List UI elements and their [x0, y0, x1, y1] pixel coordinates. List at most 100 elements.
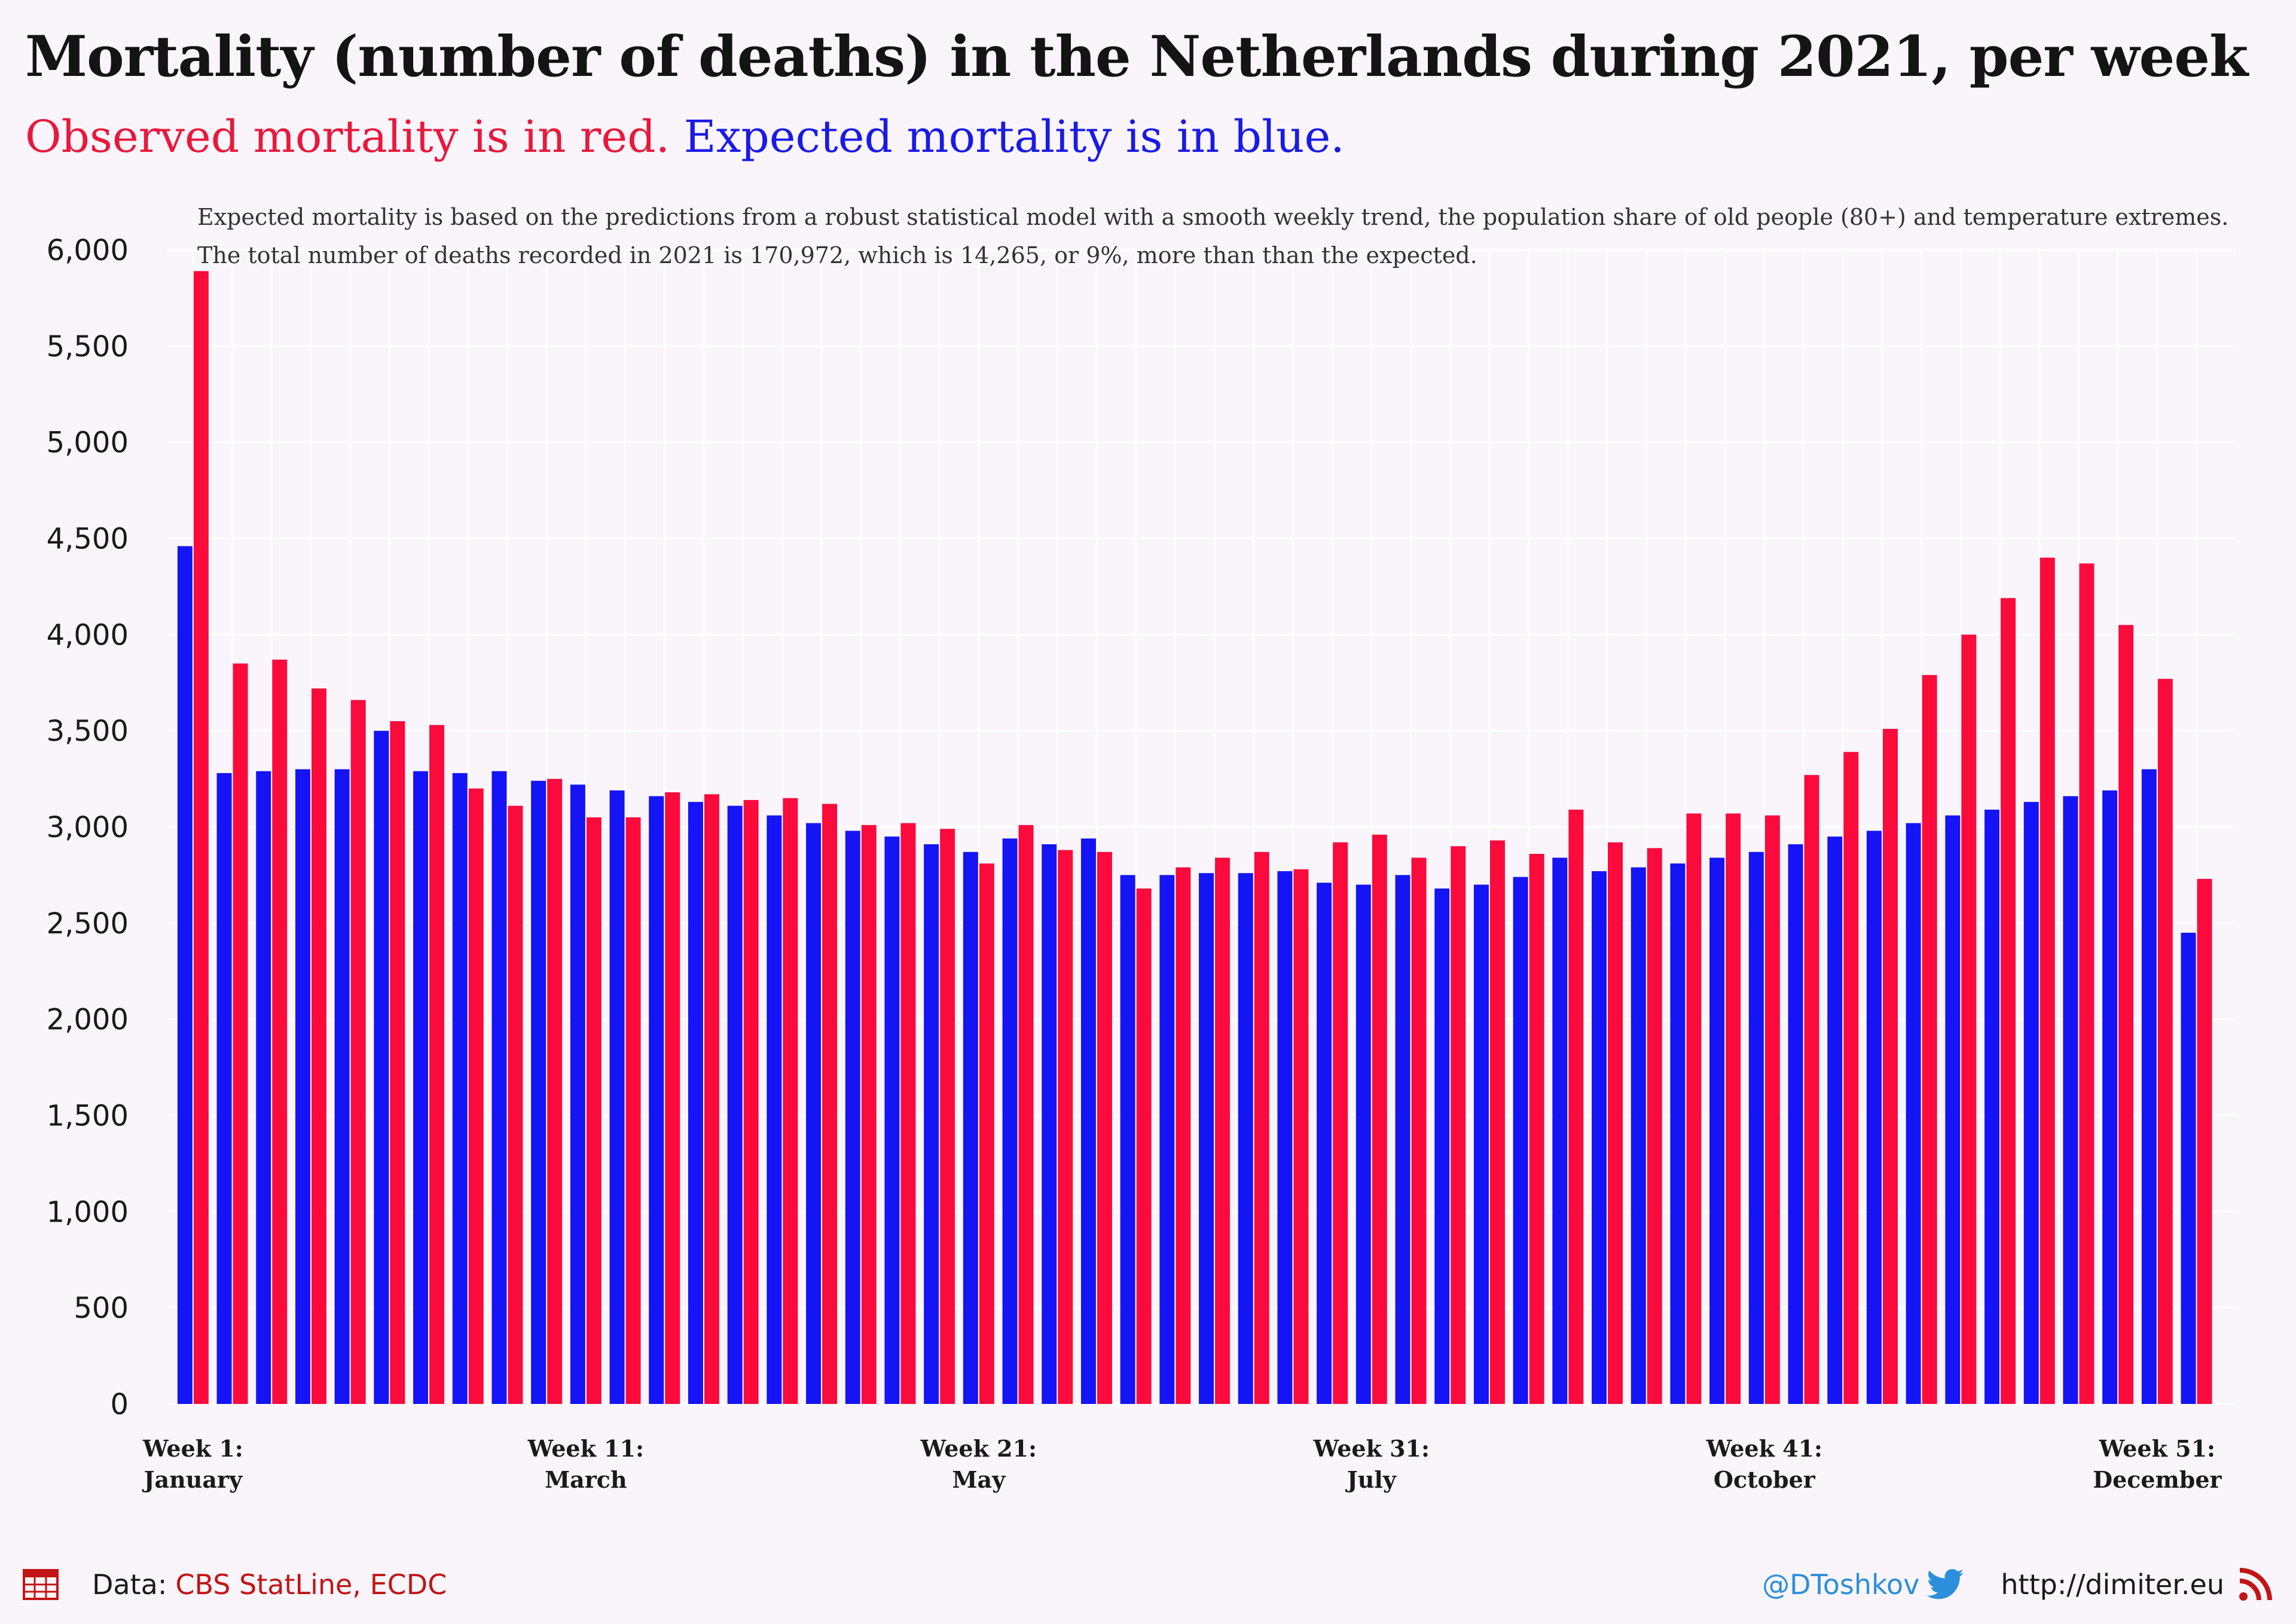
chart-subtitle: Observed mortality is in red. Expected m… [25, 111, 1345, 163]
data-sources: CBS StatLine, ECDC [175, 1568, 447, 1601]
note-model: Expected mortality is based on the predi… [197, 204, 2228, 230]
bar-observed-week-42 [1804, 775, 1819, 1404]
bar-expected-week-9 [491, 771, 507, 1404]
y-tick-label: 1,500 [47, 1100, 129, 1133]
bar-expected-week-41 [1748, 851, 1764, 1404]
bar-expected-week-16 [767, 815, 782, 1404]
y-tick-label: 4,500 [47, 523, 129, 556]
bar-observed-week-21 [979, 863, 994, 1404]
bar-expected-week-46 [1945, 815, 1961, 1404]
bar-observed-week-16 [783, 798, 798, 1404]
bar-expected-week-26 [1159, 875, 1175, 1404]
footer-credits: @DToshkov http://dimiter.eu [1762, 1561, 2272, 1608]
bar-expected-week-22 [1002, 838, 1018, 1404]
x-tick-label: Week 11: March [527, 1435, 644, 1493]
bar-expected-week-10 [531, 780, 546, 1404]
bar-expected-week-40 [1709, 857, 1725, 1404]
x-tick-label: Week 51: December [2093, 1435, 2222, 1493]
bar-expected-week-6 [374, 731, 389, 1404]
bar-expected-week-33 [1434, 888, 1450, 1404]
bar-expected-week-29 [1277, 871, 1293, 1404]
twitter-handle[interactable]: @DToshkov [1762, 1568, 1920, 1601]
bar-observed-week-48 [2039, 557, 2055, 1404]
bar-observed-week-2 [233, 663, 248, 1404]
bar-observed-week-26 [1176, 867, 1191, 1404]
bar-observed-week-8 [468, 788, 484, 1404]
bar-observed-week-10 [547, 779, 563, 1404]
bar-observed-week-28 [1254, 851, 1269, 1404]
y-tick-label: 4,000 [47, 618, 129, 652]
bar-observed-week-4 [311, 688, 326, 1404]
chart-title: Mortality (number of deaths) in the Neth… [25, 24, 2248, 90]
bar-observed-week-27 [1215, 857, 1231, 1404]
website-link[interactable]: http://dimiter.eu [2001, 1568, 2224, 1601]
x-tick-label: Week 1: January [142, 1435, 243, 1493]
bar-observed-week-12 [625, 817, 641, 1404]
bar-chart: 0 500 1,000 1,500 2,000 2,500 3,000 3,500 4,000 4… [46, 204, 2229, 1493]
bar-observed-week-1 [193, 271, 209, 1405]
y-tick-label: 5,500 [47, 330, 129, 364]
y-tick-label: 3,000 [47, 811, 129, 844]
bar-expected-week-49 [2063, 796, 2078, 1404]
bar-observed-week-15 [743, 799, 759, 1404]
bar-observed-week-41 [1764, 815, 1780, 1404]
bar-expected-week-17 [806, 823, 822, 1404]
bar-expected-week-2 [216, 773, 232, 1404]
bar-observed-week-50 [2118, 625, 2134, 1404]
bar-expected-week-45 [1906, 823, 1921, 1404]
bar-expected-week-1 [177, 546, 193, 1404]
y-tick-label: 0 [110, 1388, 129, 1421]
bar-observed-week-19 [900, 823, 916, 1404]
bar-observed-week-31 [1372, 834, 1387, 1404]
bar-observed-week-23 [1058, 850, 1073, 1404]
bar-expected-week-20 [924, 844, 939, 1404]
subtitle-expected: Expected mortality is in blue. [683, 111, 1345, 163]
rss-icon [2239, 1568, 2272, 1601]
bar-observed-week-9 [508, 805, 523, 1404]
x-axis-ticks: Week 1: January Week 11: March Week 21: May We… [142, 1435, 2222, 1493]
bar-observed-week-51 [2157, 679, 2173, 1404]
bar-observed-week-44 [1882, 728, 1898, 1404]
bar-expected-week-47 [1984, 810, 2000, 1404]
bar-expected-week-43 [1827, 837, 1843, 1404]
bar-expected-week-23 [1042, 844, 1057, 1404]
bar-expected-week-48 [2023, 802, 2039, 1404]
bar-expected-week-14 [688, 802, 703, 1404]
bar-observed-week-35 [1529, 854, 1544, 1404]
bar-expected-week-8 [452, 773, 468, 1404]
bar-expected-week-42 [1788, 844, 1803, 1404]
bar-expected-week-36 [1552, 857, 1568, 1404]
y-tick-label: 2,000 [47, 1003, 129, 1037]
bar-observed-week-18 [861, 825, 877, 1404]
bar-observed-week-49 [2079, 563, 2095, 1404]
bar-observed-week-52 [2197, 878, 2212, 1404]
y-tick-label: 1,000 [47, 1195, 129, 1229]
y-tick-label: 3,500 [47, 715, 129, 748]
bar-expected-week-24 [1080, 838, 1096, 1404]
bar-observed-week-38 [1647, 848, 1662, 1404]
bar-expected-week-18 [845, 831, 860, 1404]
bar-observed-week-37 [1608, 842, 1623, 1404]
bar-expected-week-37 [1592, 871, 1607, 1404]
bar-expected-week-35 [1513, 877, 1528, 1404]
bar-expected-week-7 [413, 771, 429, 1404]
bar-observed-week-11 [586, 817, 602, 1404]
table-icon [23, 1569, 59, 1600]
bar-observed-week-5 [350, 700, 366, 1404]
bar-expected-week-38 [1631, 867, 1646, 1404]
bar-observed-week-3 [272, 660, 288, 1404]
bar-expected-week-31 [1355, 884, 1371, 1404]
bar-observed-week-6 [390, 721, 405, 1404]
bar-expected-week-15 [727, 805, 743, 1404]
bar-observed-week-32 [1411, 857, 1427, 1404]
y-tick-label: 6,000 [47, 234, 129, 267]
subtitle-observed: Observed mortality is in red. [25, 111, 670, 163]
bar-expected-week-28 [1238, 873, 1253, 1404]
bar-observed-week-47 [2001, 598, 2016, 1404]
bar-expected-week-19 [884, 837, 900, 1404]
twitter-bird-icon [1926, 1569, 1964, 1599]
bar-observed-week-46 [1961, 634, 1977, 1404]
data-label: Data: [92, 1568, 167, 1601]
footer-data-source: Data: CBS StatLine, ECDC [23, 1561, 447, 1608]
